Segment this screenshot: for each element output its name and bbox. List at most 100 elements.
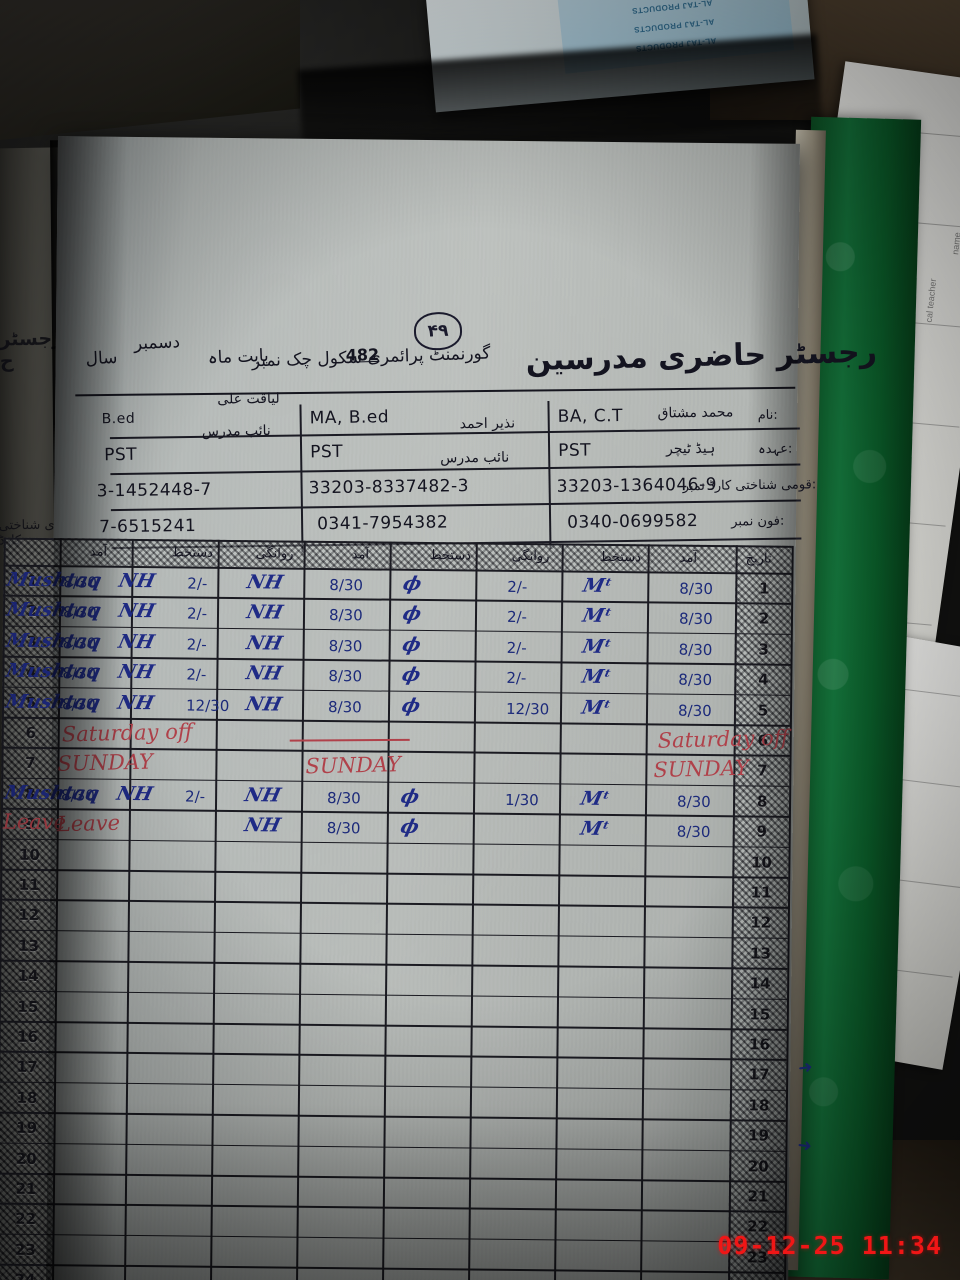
cell-signature-t2b: NH [242, 814, 283, 837]
note-dash [289, 738, 410, 742]
cell-arrival-t1: 8/30 [679, 579, 714, 599]
cell-signature-t2b: NH [243, 692, 284, 716]
cell-departure-t1: 2/- [506, 638, 527, 657]
cell-departure-t2: 2/- [186, 604, 208, 624]
cell-departure-t2: 2/- [186, 665, 207, 684]
header-arrival-1: آمد [679, 550, 698, 566]
register-page: ۴۹ رجسٹر حاضری مدرسین گورنمنٹ پرائمری سک… [0, 136, 877, 1280]
teacher2-designation: PST [309, 441, 344, 463]
margin-arrow-lower: ➜ [796, 1135, 813, 1156]
cell-arrival-t2: 8/30 [328, 667, 363, 686]
teacher3-designation-urdu: نائب مدرس [201, 422, 271, 440]
cell-signature-t1: Mᵗ [580, 574, 614, 597]
cell-departure-t1: 2/- [507, 577, 528, 597]
cell-arrival-t2: 8/30 [329, 576, 364, 595]
cell-signature-t2: ϕ [398, 815, 422, 839]
date-cell-left: 24 [0, 1271, 50, 1280]
date-cell-left: 17 [16, 1058, 38, 1077]
month-label: بابت ماہ [207, 345, 270, 369]
teacher1-qualification: BA, C.T [557, 405, 624, 427]
cell-departure-t1: 1/30 [504, 790, 539, 810]
cell-arrival-t1: 8/30 [677, 701, 712, 720]
date-cell-left: 23 [14, 1240, 36, 1259]
cell-signature-t2b: NH [242, 783, 283, 807]
cell-arrival-t1: 8/30 [676, 792, 711, 811]
header-arrival-2: آمد [351, 547, 370, 563]
cell-signature-t1: Mᵗ [579, 696, 613, 719]
teacher1-phone: 0340-0699582 [566, 510, 699, 533]
school-number: 482 [345, 344, 380, 365]
cell-signature-t1: Mᵗ [580, 635, 614, 658]
cell-arrival-t2: 8/30 [327, 697, 362, 716]
camera-timestamp: 09-12-25 11:34 [717, 1231, 942, 1260]
cell-departure-t1: 2/- [506, 669, 527, 688]
header-departure-2: روانگی [255, 546, 294, 562]
header-departure-1: روانگی [511, 548, 550, 565]
date-cell-left: 12 [18, 906, 40, 925]
date-cell-left: 7 [25, 754, 36, 773]
teacher1-name-urdu: محمد مشتاق [657, 404, 734, 422]
cell-signature-t1: Mᵗ [579, 665, 613, 689]
cell-arrival-t2: 8/30 [328, 606, 363, 625]
cell-signature-t2b: NH [244, 601, 285, 624]
header-signature-3: دستخط [171, 545, 214, 561]
date-cell-left: 21 [15, 1179, 37, 1198]
teacher2-designation-urdu: نائب مدرس [440, 449, 510, 467]
date-cell-left: 20 [15, 1149, 37, 1168]
cell-departure-t1: 2/- [506, 608, 528, 627]
cell-arrival-t1: 8/30 [676, 822, 711, 842]
cell-signature-t2: ϕ [399, 663, 423, 687]
cell-departure-t2: 2/- [185, 787, 206, 806]
date-cell-left: 22 [15, 1210, 37, 1229]
header-signature-1: دستخط [599, 549, 642, 566]
date-cell-left: 16 [17, 1027, 39, 1046]
cell-signature-t1: Mᵗ [578, 787, 612, 810]
cell-arrival-t2: 8/30 [326, 819, 361, 838]
date-cell-left: 19 [16, 1118, 38, 1138]
cell-signature-t2: ϕ [398, 785, 422, 808]
teacher1-designation-urdu: ہیڈ ٹیچر [666, 440, 716, 458]
date-cell-left: 11 [18, 875, 40, 894]
cell-signature-t1: Mᵗ [578, 817, 612, 841]
cell-departure-t2: 2/- [186, 635, 207, 654]
month-value: دسمبر [133, 332, 181, 355]
teacher-info-block: نام: عہدہ: قومی شناختی کارڈ نمبر: فون نم… [97, 391, 816, 556]
page-shadow-bottom [46, 1101, 790, 1280]
cell-arrival-t1: 8/30 [678, 670, 713, 690]
paper-text-name: name [950, 231, 960, 256]
cell-signature-t1: Mᵗ [580, 605, 614, 628]
date-cell-left: 15 [17, 997, 39, 1016]
cell-signature-t2: ϕ [400, 572, 424, 595]
cell-arrival-t2: 8/30 [327, 788, 361, 808]
cell-departure-t2: 12/30 [185, 696, 230, 715]
header-signature-2: دستخط [429, 548, 472, 564]
cell-arrival-t2: 8/30 [328, 636, 363, 656]
cell-arrival-t1: 8/30 [678, 610, 713, 629]
cell-signature-t2b: NH [244, 631, 285, 655]
teacher1-cnic: 33203-1364046-9 [556, 474, 718, 497]
date-cell-left: 10 [18, 845, 41, 864]
date-cell-left: 13 [18, 936, 40, 955]
cell-signature-t2b: NH [244, 571, 286, 594]
sunday-note-right: SUNDAY [653, 756, 750, 783]
cell-signature-t2: ϕ [399, 694, 423, 717]
teacher1-designation: PST [557, 440, 592, 461]
teacher2-cnic: 33203-8337482-3 [308, 476, 470, 499]
teacher2-name-urdu: نذیر احمد [459, 415, 516, 433]
cell-arrival-t1: 8/30 [678, 640, 713, 659]
cell-departure-t2: 2/- [187, 574, 208, 593]
cell-departure-t1: 12/30 [505, 699, 550, 718]
teacher3-name-urdu: لیاقت علی [217, 390, 280, 408]
sunday-note-mid: SUNDAY [305, 752, 402, 779]
cell-signature-t2: ϕ [400, 603, 424, 626]
cell-signature-t2: ϕ [400, 633, 424, 656]
teacher2-phone: 0341-7954382 [316, 512, 449, 535]
margin-arrow-upper: ➜ [797, 1057, 814, 1078]
paper-text-teacher: cal teacher [923, 278, 939, 323]
date-cell-left: 6 [25, 723, 37, 742]
teacher2-qualification: MA, B.ed [309, 407, 390, 429]
cell-signature-t2b: NH [243, 662, 285, 685]
date-cell-left: 14 [17, 966, 39, 986]
date-cell-left: 18 [16, 1088, 38, 1107]
